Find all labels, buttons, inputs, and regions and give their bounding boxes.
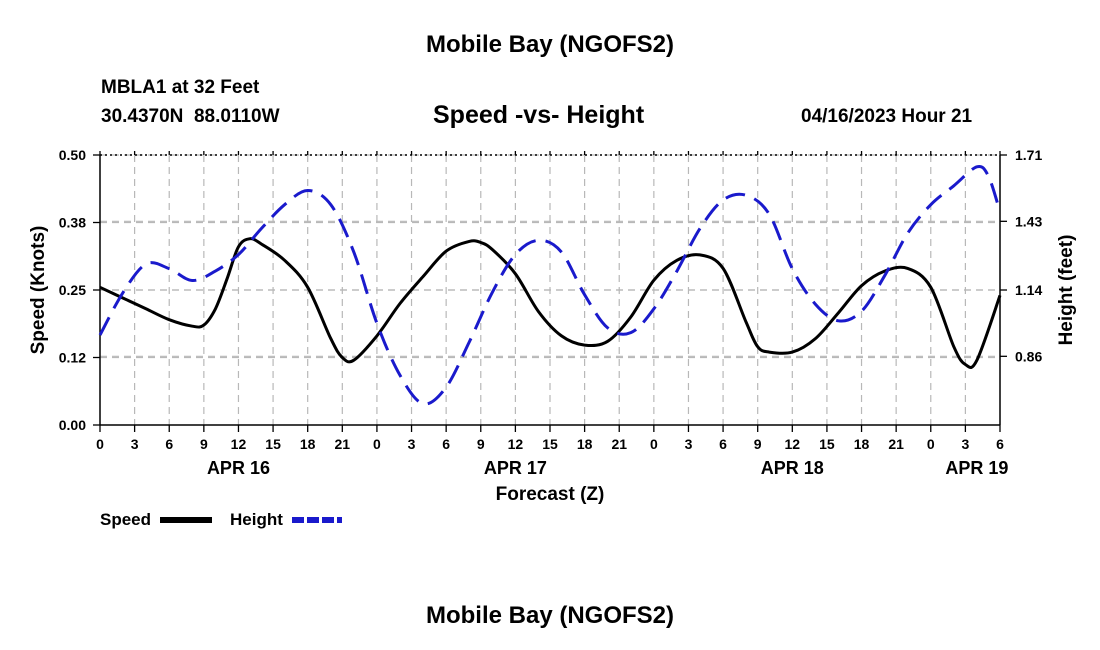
x-tick-label: 3 — [685, 436, 693, 452]
x-tick-label: 9 — [477, 436, 485, 452]
forecast-timestamp: 04/16/2023 Hour 21 — [801, 106, 973, 127]
x-tick-label: 12 — [508, 436, 524, 452]
day-label: APR 16 — [207, 458, 270, 478]
x-tick-label: 15 — [542, 436, 558, 452]
x-tick-label: 6 — [719, 436, 727, 452]
x-tick-label: 15 — [265, 436, 281, 452]
x-tick-label: 21 — [335, 436, 351, 452]
x-tick-label: 9 — [754, 436, 762, 452]
x-tick-label: 6 — [165, 436, 173, 452]
station-name: MBLA1 at 32 Feet — [101, 77, 260, 98]
x-tick-label: 0 — [650, 436, 658, 452]
x-tick-label: 18 — [577, 436, 593, 452]
speed-series-line — [99, 237, 1002, 369]
x-tick-label: 3 — [408, 436, 416, 452]
x-tick-label: 21 — [611, 436, 627, 452]
legend-label-height: Height — [230, 510, 283, 529]
x-tick-label: 18 — [300, 436, 316, 452]
chart-subtitle: Speed -vs- Height — [433, 101, 645, 129]
chart-title: Mobile Bay (NGOFS2) — [425, 31, 675, 58]
legend-label-speed: Speed — [100, 510, 151, 529]
y-tick-label: 0.12 — [59, 350, 86, 366]
x-tick-label: 6 — [996, 436, 1004, 452]
x-tick-label: 12 — [785, 436, 801, 452]
y-tick-label: 0.50 — [59, 147, 86, 163]
x-tick-label: 6 — [442, 436, 450, 452]
x-tick-label: 3 — [131, 436, 139, 452]
x-tick-label: 18 — [854, 436, 870, 452]
y2-axis-title: Height (feet) — [1056, 235, 1077, 346]
y-axis-title: Speed (Knots) — [28, 226, 49, 355]
station-coordinates: 30.4370N 88.0110W — [101, 106, 280, 127]
x-tick-label: 15 — [819, 436, 835, 452]
x-tick-label: 0 — [373, 436, 381, 452]
height-series-line — [98, 164, 1002, 406]
y-tick-label: 0.00 — [59, 417, 86, 433]
x-tick-label: 0 — [927, 436, 935, 452]
y2-tick-label: 1.14 — [1015, 282, 1042, 298]
y-tick-label: 0.38 — [59, 215, 86, 231]
x-tick-label: 21 — [888, 436, 904, 452]
day-label: APR 17 — [484, 458, 547, 478]
footer-title: Mobile Bay (NGOFS2) — [425, 602, 675, 629]
y-tick-label: 0.25 — [59, 282, 86, 298]
x-tick-label: 12 — [231, 436, 247, 452]
x-tick-label: 0 — [96, 436, 104, 452]
y2-tick-label: 0.86 — [1015, 348, 1042, 364]
x-tick-label: 3 — [961, 436, 969, 452]
y2-tick-label: 1.43 — [1015, 213, 1042, 229]
day-label: APR 19 — [945, 458, 1008, 478]
x-axis-title: Forecast (Z) — [496, 484, 605, 505]
y2-tick-label: 1.71 — [1015, 147, 1042, 163]
x-tick-label: 9 — [200, 436, 208, 452]
day-label: APR 18 — [761, 458, 824, 478]
